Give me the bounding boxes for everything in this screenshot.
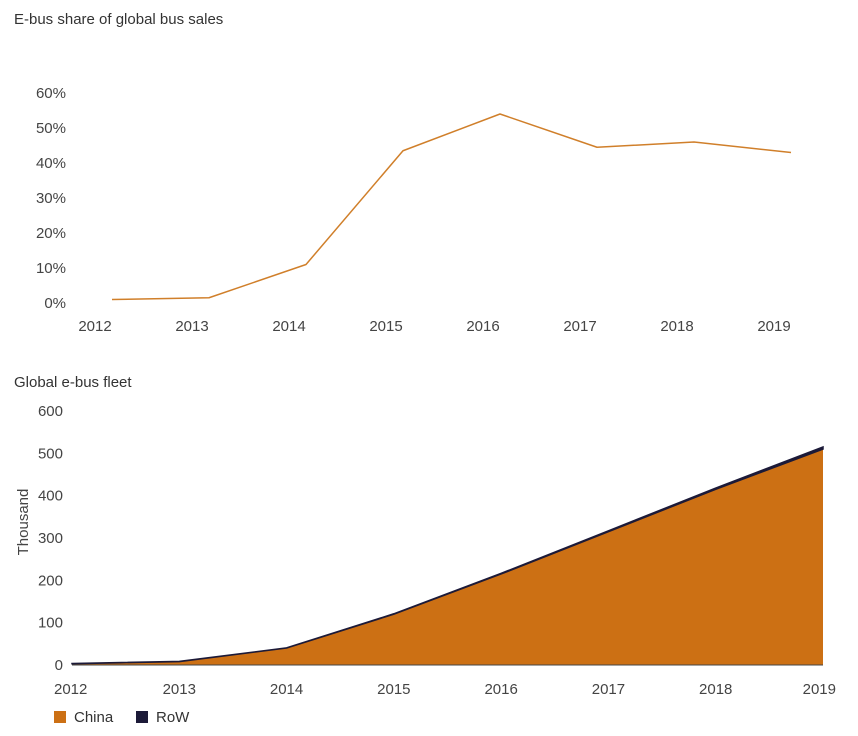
chart2-x-tick-label: 2014: [270, 681, 303, 698]
chart2-y-ticks: 0 100 200 300 400 500 600: [38, 403, 63, 674]
legend-swatch-china: [54, 711, 66, 723]
chart1-title: E-bus share of global bus sales: [14, 11, 223, 28]
chart1-y-ticks: 0% 10% 20% 30% 40% 50% 60%: [36, 85, 66, 312]
legend-label-china: China: [74, 709, 114, 726]
legend: China RoW: [54, 709, 190, 726]
chart2-x-tick-label: 2017: [592, 681, 625, 698]
chart2-y-tick-label: 100: [38, 615, 63, 632]
chart2-y-tick-label: 400: [38, 488, 63, 505]
chart1-series-line: [111, 113, 792, 301]
chart2-x-ticks: 2012 2013 2014 2015 2016 2017 2018 2019: [54, 681, 836, 698]
chart1-y-tick-label: 30%: [36, 190, 66, 207]
chart2-x-tick-label: 2012: [54, 681, 87, 698]
legend-swatch-row: [136, 711, 148, 723]
chart2-title: Global e-bus fleet: [14, 374, 132, 391]
chart1-x-tick-label: 2016: [466, 318, 499, 335]
chart2-y-axis-label: Thousand: [15, 489, 32, 556]
chart1-x-tick-label: 2014: [272, 318, 305, 335]
chart2-series: [71, 445, 824, 665]
chart2-y-tick-label: 200: [38, 572, 63, 589]
chart2-y-tick-label: 0: [55, 657, 63, 674]
chart2-x-tick-label: 2019: [803, 681, 836, 698]
chart1-y-tick-label: 10%: [36, 260, 66, 277]
chart1-y-tick-label: 50%: [36, 120, 66, 137]
chart1-y-tick-label: 20%: [36, 225, 66, 242]
chart2-area-row: [71, 445, 824, 665]
chart1-series: [111, 113, 792, 301]
chart2-y-tick-label: 300: [38, 530, 63, 547]
chart2-x-tick-label: 2018: [699, 681, 732, 698]
legend-label-row: RoW: [156, 709, 190, 726]
chart2-x-tick-label: 2016: [484, 681, 517, 698]
chart2-y-tick-label: 600: [38, 403, 63, 420]
chart2-y-tick-label: 500: [38, 445, 63, 462]
chart2-x-tick-label: 2015: [377, 681, 410, 698]
chart1-x-tick-label: 2013: [175, 318, 208, 335]
chart1-x-tick-label: 2012: [78, 318, 111, 335]
chart1-y-tick-label: 0%: [44, 295, 66, 312]
chart1-x-tick-label: 2015: [369, 318, 402, 335]
chart1-x-tick-label: 2019: [757, 318, 790, 335]
chart2-area-china: [72, 449, 823, 665]
chart1-y-tick-label: 40%: [36, 155, 66, 172]
chart1-x-tick-label: 2017: [563, 318, 596, 335]
chart1-x-ticks: 2012 2013 2014 2015 2016 2017 2018 2019: [78, 318, 790, 335]
chart2-x-tick-label: 2013: [163, 681, 196, 698]
chart1-y-tick-label: 60%: [36, 85, 66, 102]
chart1-x-tick-label: 2018: [660, 318, 693, 335]
